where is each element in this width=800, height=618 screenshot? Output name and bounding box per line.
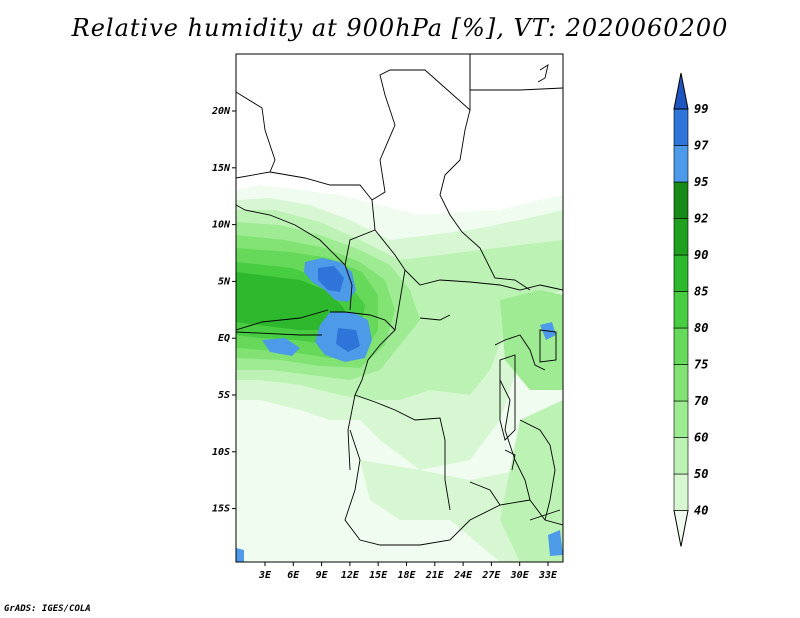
border-line: [539, 329, 557, 363]
border-line: [236, 309, 329, 331]
border-line: [504, 449, 516, 471]
humidity-field: [236, 185, 563, 562]
border-line: [419, 314, 451, 321]
colorbar-segment: [673, 181, 689, 219]
colorbar-label: 60: [694, 431, 708, 445]
colorbar-label: 85: [694, 285, 708, 299]
colorbar-label: 75: [694, 358, 708, 372]
border-line: [469, 54, 563, 91]
colorbar-segment: [673, 145, 689, 183]
border-line: [236, 331, 322, 336]
rh-70-east: [500, 290, 563, 390]
colorbar-segment: [673, 437, 689, 475]
lat-tick-label: 5S: [218, 390, 230, 401]
lat-tick-label: 20N: [211, 106, 231, 117]
lon-tick-label: 12E: [341, 570, 360, 581]
rh-97-core: [318, 266, 344, 292]
colorbar-label: 99: [694, 102, 708, 116]
border-line: [236, 91, 276, 179]
colorbar-segment: [673, 473, 689, 511]
colorbar-segment: [673, 218, 689, 256]
colorbar-label: 50: [694, 467, 708, 481]
border-line: [494, 334, 546, 371]
border-line: [354, 269, 406, 396]
colorbar-min-arrow: [673, 510, 689, 547]
colorbar-label: 92: [694, 212, 708, 226]
lat-tick-label: 15S: [212, 504, 230, 515]
border-line: [499, 379, 563, 526]
lon-tick-label: 27E: [481, 570, 501, 581]
colorbar-segment: [673, 108, 689, 146]
border-line: [371, 54, 471, 201]
rh-95-sw-corner: [236, 548, 244, 562]
lon-tick-label: 21E: [425, 570, 445, 581]
border-line: [469, 481, 501, 506]
border-line: [344, 429, 531, 546]
lat-tick-label: 15N: [212, 163, 231, 174]
colorbar-label: 90: [694, 248, 708, 262]
border-line: [330, 311, 396, 331]
credit-text: GrADS: IGES/COLA: [4, 604, 91, 614]
border-line: [537, 64, 549, 83]
rh-95-coast: [262, 338, 300, 356]
colorbar-label: 97: [694, 139, 709, 153]
rh-90-region: [236, 272, 345, 330]
border-line: [529, 509, 561, 521]
colorbar-label: 70: [694, 394, 708, 408]
border-line: [347, 394, 356, 471]
latitude-axis: 20N 15N 10N 5N EQ 5S 10S 15S: [211, 106, 236, 515]
lon-tick-label: 15E: [369, 570, 388, 581]
border-line: [439, 109, 531, 291]
lat-tick-label: 5N: [218, 276, 231, 287]
lat-tick-label: 10N: [212, 220, 231, 231]
lon-tick-label: 24E: [453, 570, 473, 581]
map-frame: [235, 53, 564, 563]
rh-97-core2: [336, 328, 360, 352]
colorbar-segment: [673, 327, 689, 365]
lat-tick-label: 10S: [212, 447, 230, 458]
country-borders: [236, 54, 563, 546]
border-line: [354, 394, 451, 511]
border-line: [499, 354, 516, 441]
colorbar-segment: [673, 254, 689, 292]
border-line: [236, 204, 353, 311]
colorbar-label: 80: [694, 321, 708, 335]
longitude-axis: 3E 6E 9E 12E 15E 18E 21E 24E 27E 30E 33E: [258, 562, 558, 581]
lon-tick-label: 9E: [316, 570, 329, 581]
colorbar: 40 50 60 70 75 80 85 90 92 95 97 99: [673, 72, 709, 547]
colorbar-segment: [673, 400, 689, 438]
lon-tick-label: 33E: [538, 570, 558, 581]
lon-tick-label: 3E: [258, 570, 272, 581]
border-line: [374, 229, 563, 291]
lon-tick-label: 18E: [397, 570, 416, 581]
colorbar-segment: [673, 291, 689, 329]
lat-tick-label: EQ: [218, 333, 230, 344]
lon-tick-label: 6E: [287, 570, 300, 581]
colorbar-segment: [673, 364, 689, 402]
border-line: [519, 419, 556, 521]
border-line: [269, 171, 376, 266]
colorbar-max-arrow: [673, 72, 689, 110]
colorbar-label: 40: [694, 504, 708, 518]
lon-tick-label: 30E: [510, 570, 530, 581]
rh-95-southeast: [548, 530, 563, 556]
colorbar-label: 95: [694, 175, 708, 189]
chart-title: Relative humidity at 900hPa [%], VT: 202…: [71, 14, 729, 42]
